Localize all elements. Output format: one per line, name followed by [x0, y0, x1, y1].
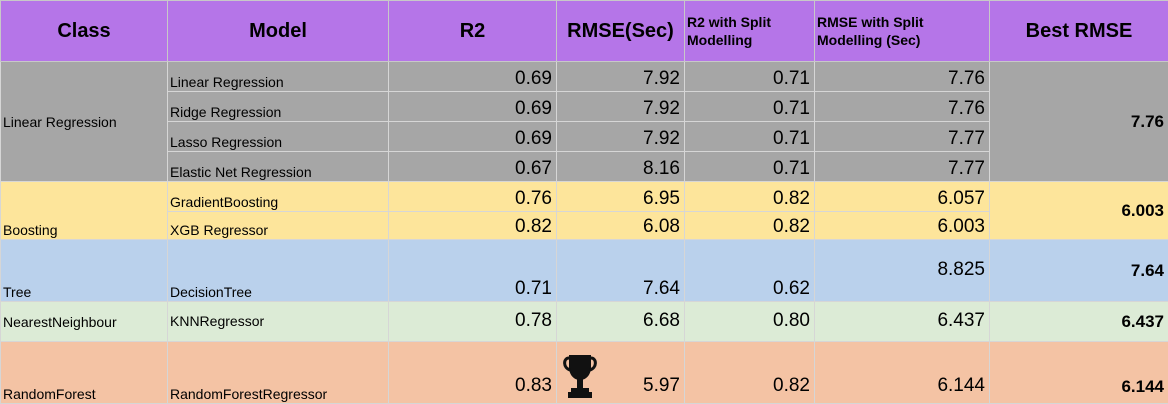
- table-row: NearestNeighbour KNNRegressor 0.78 6.68 …: [0, 301, 1168, 342]
- rmse-cell: 7.64: [556, 239, 685, 302]
- table-row: RandomForest RandomForestRegressor 0.83 …: [0, 341, 1168, 404]
- r2-cell: 0.69: [388, 61, 557, 92]
- header-rmse-split-line2: Modelling (Sec): [817, 32, 921, 48]
- header-r2-split-line1: R2 with Split: [687, 14, 771, 30]
- rmse-split-cell: 7.77: [814, 151, 990, 182]
- rmse-value: 5.97: [643, 375, 680, 396]
- best-rmse-cell-linear: 7.76: [989, 61, 1168, 182]
- header-row: Class Model R2 RMSE(Sec) R2 with Split M…: [0, 0, 1168, 62]
- rmse-split-cell: 6.057: [814, 181, 990, 212]
- table-row: XGB Regressor 0.82 6.08 0.82 6.003: [1, 211, 1168, 240]
- model-cell: DecisionTree: [167, 239, 389, 302]
- header-class: Class: [0, 0, 168, 62]
- r2-cell: 0.82: [388, 211, 557, 240]
- header-rmse-split-line1: RMSE with Split: [817, 14, 924, 30]
- r2-split-cell: 0.82: [684, 211, 815, 240]
- rmse-cell-winner: 5.97: [556, 341, 685, 404]
- header-model: Model: [167, 0, 389, 62]
- best-rmse-cell-random-forest: 6.144: [989, 341, 1168, 404]
- best-rmse-cell-boosting: 6.003: [989, 181, 1168, 240]
- rmse-cell: 6.95: [556, 181, 685, 212]
- r2-split-cell: 0.71: [684, 121, 815, 152]
- rmse-cell: 7.92: [556, 121, 685, 152]
- rmse-cell: 7.92: [556, 61, 685, 92]
- class-cell-random-forest: RandomForest: [0, 341, 168, 404]
- r2-cell: 0.83: [388, 341, 557, 404]
- class-cell-tree: Tree: [0, 239, 168, 302]
- best-rmse-cell-tree: 7.64: [989, 239, 1168, 302]
- model-cell: Elastic Net Regression: [167, 151, 389, 182]
- model-cell: KNNRegressor: [167, 301, 389, 342]
- header-r2-split: R2 with Split Modelling: [684, 0, 815, 62]
- class-cell-nearest-neighbour: NearestNeighbour: [0, 301, 168, 342]
- r2-cell: 0.69: [388, 121, 557, 152]
- r2-split-cell: 0.80: [684, 301, 815, 342]
- model-cell: GradientBoosting: [167, 181, 389, 212]
- rmse-cell: 6.08: [556, 211, 685, 240]
- r2-cell: 0.76: [388, 181, 557, 212]
- header-r2-split-line2: Modelling: [687, 32, 753, 48]
- rmse-cell: 7.92: [556, 91, 685, 122]
- trophy-icon: [563, 353, 597, 399]
- rmse-cell: 8.16: [556, 151, 685, 182]
- header-best-rmse: Best RMSE: [989, 0, 1168, 62]
- r2-split-cell: 0.82: [684, 341, 815, 404]
- class-cell-boosting: Boosting: [0, 181, 168, 240]
- table-row: Boosting GradientBoosting 0.76 6.95 0.82…: [0, 181, 1168, 240]
- r2-split-cell: 0.82: [684, 181, 815, 212]
- rmse-split-cell: 6.003: [814, 211, 990, 240]
- r2-split-cell: 0.71: [684, 61, 815, 92]
- r2-split-cell: 0.71: [684, 151, 815, 182]
- r2-split-cell: 0.62: [684, 239, 815, 302]
- header-rmse-split: RMSE with Split Modelling (Sec): [814, 0, 990, 62]
- r2-cell: 0.71: [388, 239, 557, 302]
- rmse-split-cell: 6.437: [814, 301, 990, 342]
- header-r2: R2: [388, 0, 557, 62]
- header-rmse: RMSE(Sec): [556, 0, 685, 62]
- r2-cell: 0.78: [388, 301, 557, 342]
- model-cell: Linear Regression: [167, 61, 389, 92]
- rmse-split-cell: 7.76: [814, 61, 990, 92]
- r2-cell: 0.69: [388, 91, 557, 122]
- r2-split-cell: 0.71: [684, 91, 815, 122]
- rmse-split-cell: 7.77: [814, 121, 990, 152]
- table-row: Lasso Regression 0.69 7.92 0.71 7.77: [1, 121, 1168, 152]
- r2-cell: 0.67: [388, 151, 557, 182]
- table-row: Tree DecisionTree 0.71 7.64 0.62 8.825 7…: [0, 239, 1168, 302]
- class-cell-linear: Linear Regression: [0, 61, 168, 182]
- table-row: Linear Regression Linear Regression 0.69…: [0, 61, 1168, 182]
- rmse-split-cell: 7.76: [814, 91, 990, 122]
- rmse-cell: 6.68: [556, 301, 685, 342]
- model-cell: Ridge Regression: [167, 91, 389, 122]
- rmse-split-cell: 8.825: [814, 239, 990, 302]
- table-row: Ridge Regression 0.69 7.92 0.71 7.76: [1, 91, 1168, 122]
- rmse-split-cell: 6.144: [814, 341, 990, 404]
- model-cell: XGB Regressor: [167, 211, 389, 240]
- model-cell: RandomForestRegressor: [167, 341, 389, 404]
- best-rmse-cell-nearest-neighbour: 6.437: [989, 301, 1168, 342]
- table-row: Elastic Net Regression 0.67 8.16 0.71 7.…: [1, 151, 1168, 182]
- model-cell: Lasso Regression: [167, 121, 389, 152]
